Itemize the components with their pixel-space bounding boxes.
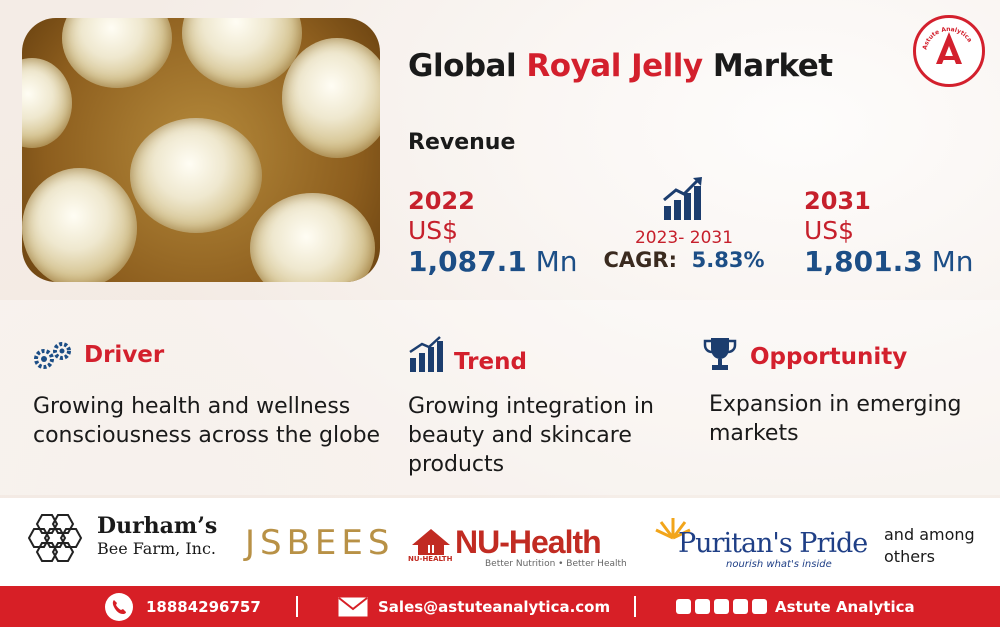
others-note: and among others [884, 525, 975, 566]
cagr-rate: CAGR: 5.83% [603, 248, 765, 272]
astute-analytica-logo: Astute Analytica [913, 15, 985, 87]
footer-divider [634, 596, 636, 617]
company-logos-strip [0, 498, 1000, 586]
trend-text: Growing integration in beauty and skinca… [408, 394, 654, 477]
mail-icon [338, 596, 368, 616]
page-title: Global Royal Jelly Market [408, 48, 833, 84]
email-address: Sales@astuteanalytica.com [378, 597, 611, 616]
trophy-icon [703, 338, 737, 370]
cagr-block: 2023- 2031 CAGR: 5.83% [600, 176, 768, 272]
phone-number: 18884296757 [146, 597, 261, 616]
linkedin-icon[interactable] [733, 599, 748, 614]
nu-health-logo: NU-Health [455, 524, 602, 560]
end-stat: 2031 US$ 1,801.3 Mn [804, 186, 974, 278]
start-year: 2022 [408, 187, 475, 215]
honeycomb-icon [28, 514, 83, 562]
trend-chart-icon [409, 336, 443, 372]
footer-social: Astute Analytica [676, 586, 915, 627]
jsbees-logo: JSBEES [245, 523, 395, 563]
trend-title: Trend [454, 349, 527, 375]
durhams-logo-name: Durham’s [97, 513, 218, 539]
twitter-icon[interactable] [695, 599, 710, 614]
nu-health-tagline: Better Nutrition • Better Health [485, 559, 627, 569]
driver-text: Growing health and wellness consciousnes… [33, 394, 381, 448]
insights-band [0, 300, 1000, 495]
start-value: 1,087.1 Mn [408, 245, 578, 278]
phone-icon [105, 592, 133, 621]
sun-rays-icon [655, 518, 691, 540]
royal-jelly-photo [22, 18, 380, 282]
start-stat: 2022 US$ 1,087.1 Mn [408, 186, 578, 278]
opportunity-text: Expansion in emerging markets [709, 392, 962, 446]
cagr-period: 2023- 2031 [634, 228, 734, 248]
start-currency: US$ [408, 216, 459, 245]
durhams-logo-sub: Bee Farm, Inc. [97, 539, 216, 558]
company-name: Astute Analytica [775, 597, 915, 616]
footer-bar: 18884296757 Sales@astuteanalytica.com As… [0, 586, 1000, 627]
revenue-label: Revenue [408, 130, 516, 155]
footer-divider [296, 596, 298, 617]
nu-health-mark: NU-HEALTH [408, 555, 453, 563]
facebook-icon[interactable] [752, 599, 767, 614]
youtube-icon[interactable] [676, 599, 691, 614]
end-value: 1,801.3 Mn [804, 245, 974, 278]
opportunity-title: Opportunity [750, 344, 908, 370]
end-currency: US$ [804, 216, 855, 245]
driver-title: Driver [84, 342, 165, 368]
puritans-pride-logo: Puritan's Pride [678, 528, 868, 559]
bar-chart-up-icon [663, 177, 702, 220]
puritans-pride-tagline: nourish what's inside [726, 559, 832, 570]
gears-icon [34, 342, 71, 369]
footer-phone[interactable]: 18884296757 [104, 586, 261, 627]
nu-health-house-icon [412, 529, 450, 555]
end-year: 2031 [804, 187, 871, 215]
instagram-icon[interactable] [714, 599, 729, 614]
footer-email[interactable]: Sales@astuteanalytica.com [338, 586, 610, 627]
